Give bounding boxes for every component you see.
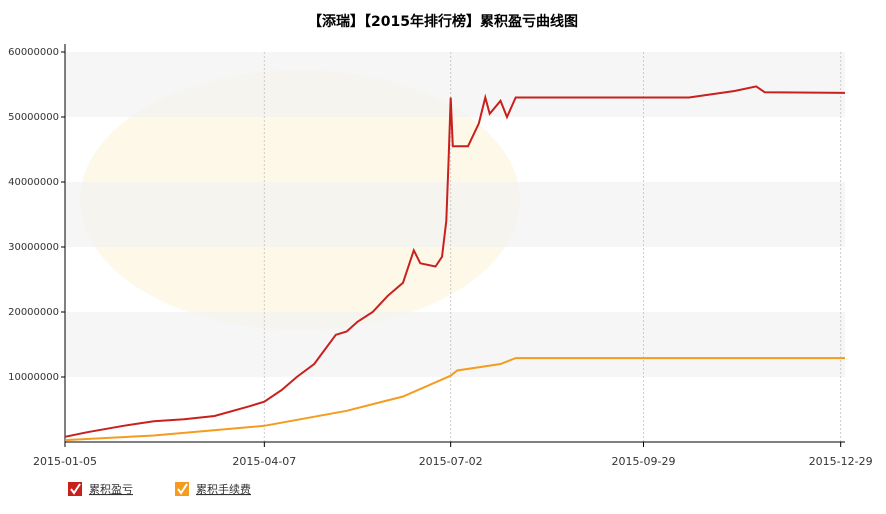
grid-band (65, 52, 845, 117)
y-tick-label: 60000000 (8, 47, 59, 58)
grid-band (65, 182, 845, 247)
x-tick-label: 2015-09-29 (612, 455, 676, 468)
legend-label[interactable]: 累积盈亏 (89, 483, 133, 496)
series-line (64, 85, 846, 438)
legend-check (177, 483, 188, 495)
x-tick-label: 2015-07-02 (419, 455, 483, 468)
x-tick-label: 2015-04-07 (232, 455, 296, 468)
y-tick-label: 30000000 (8, 242, 59, 253)
x-tick-label: 2015-01-05 (33, 455, 97, 468)
legend-check (70, 483, 81, 495)
legend-label[interactable]: 累积手续费 (196, 482, 251, 496)
y-tick-label: 20000000 (8, 307, 59, 318)
y-tick-label: 40000000 (8, 177, 59, 188)
y-tick-label: 50000000 (8, 112, 59, 123)
y-tick-label: 10000000 (8, 372, 59, 383)
x-tick-label: 2015-12-29 (809, 455, 873, 468)
grid-band (65, 312, 845, 377)
series-line (64, 357, 845, 442)
chart-title: 【添瑞】【2015年排行榜】累积盈亏曲线图 (308, 13, 578, 30)
